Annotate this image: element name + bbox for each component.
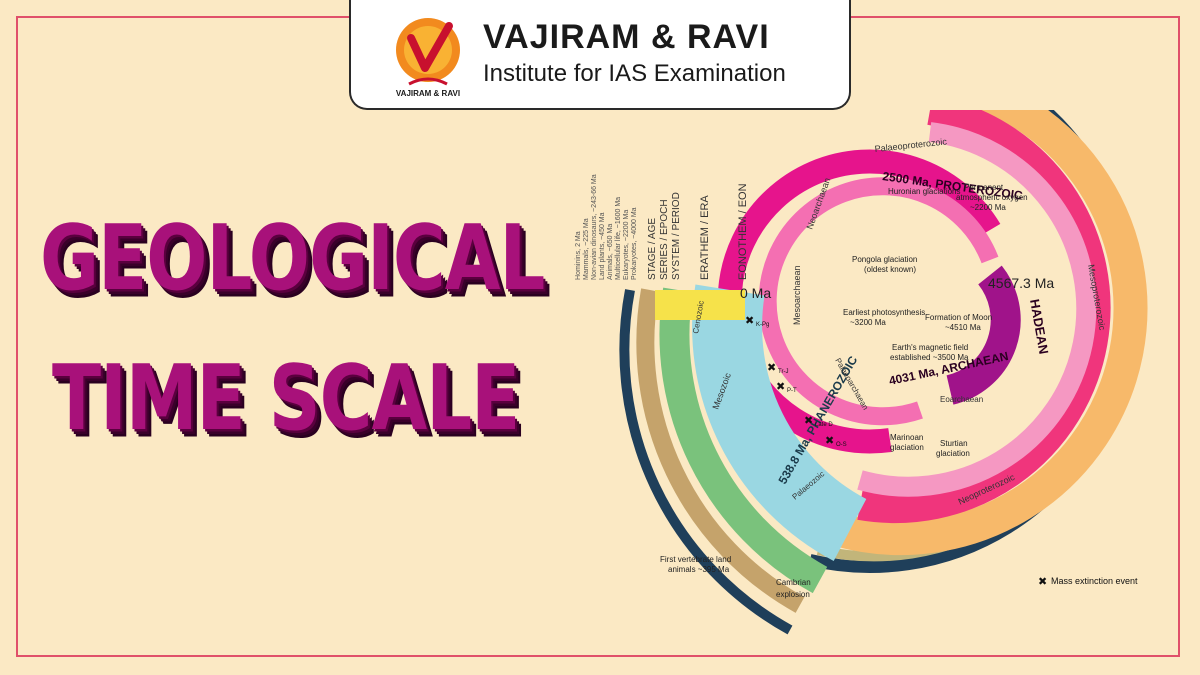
milestones: Hominins, 2 Ma Mammals, ~225 Ma Non-avia… <box>575 174 638 280</box>
milestone-label: Multicellular life, ~1600 Ma <box>615 197 622 280</box>
event-oxygen-1: Permanent <box>964 183 1004 192</box>
proterozoic-band <box>835 110 1148 556</box>
event-pongola-2: (oldest known) <box>864 265 916 274</box>
event-cambrian-2: explosion <box>776 590 810 599</box>
event-pongola-1: Pongola glaciation <box>852 255 917 264</box>
main-title-line-1: GEOLOGICAL <box>40 205 545 310</box>
event-vertebrate-2: animals ~395 Ma <box>668 565 730 574</box>
milestone-label: Animals, ~650 Ma <box>607 224 614 280</box>
extinction-marker-icon: ✖ <box>825 435 834 447</box>
event-photo-2: ~3200 Ma <box>850 318 886 327</box>
event-photo-1: Earliest photosynthesis <box>843 308 925 317</box>
brand-logo-icon: VAJIRAM & RAVI <box>396 18 460 98</box>
start-ma-label: 4567.3 Ma <box>988 275 1054 291</box>
event-magnet-2: established ~3500 Ma <box>890 353 969 362</box>
extinction-label: Late D <box>815 422 833 428</box>
event-huronian: Huronian glaciations <box>888 187 961 196</box>
column-headers: STAGE / AGE SERIES / EPOCH SYSTEM / PERI… <box>647 183 749 280</box>
era-eoarchaean: Eoarchaean <box>940 395 983 404</box>
event-vertebrate-1: First vertebrate land <box>660 555 731 564</box>
milestone-label: Non-avian dinosaurs, ~243-66 Ma <box>591 174 598 280</box>
extinction-label: K-Pg <box>756 322 769 328</box>
extinction-label: Tr-J <box>778 369 788 375</box>
legend: ✖ Mass extinction event <box>1038 576 1138 588</box>
event-moon-2: ~4510 Ma <box>945 323 981 332</box>
era-mesoarchaean: Mesoarchaean <box>792 265 802 325</box>
extinction-label: P-T <box>787 388 797 394</box>
milestone-label: Land plants, ~450 Ma <box>599 212 606 280</box>
archaean-band <box>717 149 1001 454</box>
header-eon: EONOTHEM / EON <box>737 183 749 280</box>
event-oxygen-2: atmospheric oxygen <box>956 193 1028 202</box>
event-oxygen-3: ~2200 Ma <box>970 203 1006 212</box>
hadean-band <box>946 265 1021 405</box>
zero-ma-label: 0 Ma <box>740 285 771 301</box>
milestone-label: Hominins, 2 Ma <box>575 231 582 280</box>
main-title-line-2: TIME SCALE <box>52 345 520 450</box>
event-labels: Huronian glaciations Permanent atmospher… <box>660 183 1028 599</box>
brand-tagline: Institute for IAS Examination <box>483 60 786 87</box>
phanerozoic-band <box>619 284 867 635</box>
brand-mark-text: VAJIRAM & RAVI <box>396 89 460 98</box>
event-magnet-1: Earth's magnetic field <box>892 343 968 352</box>
event-marinoan-1: Marinoan <box>890 433 923 442</box>
event-sturtian-1: Sturtian <box>940 439 968 448</box>
header-era: ERATHEM / ERA <box>699 195 711 280</box>
header-stage: STAGE / AGE <box>647 218 658 280</box>
milestone-label: Eukaryotes, ~2200 Ma <box>623 210 630 280</box>
legend-mass-extinction-icon: ✖ <box>1038 576 1047 588</box>
era-palaeoproterozoic: Palaeoproterozoic <box>874 136 948 154</box>
milestone-label: Mammals, ~225 Ma <box>583 218 590 280</box>
event-cambrian-1: Cambrian <box>776 578 811 587</box>
extinction-markers: ✖ K-Pg ✖ Tr-J ✖ P-T ✖ Late D ✖ O-S <box>745 315 847 448</box>
extinction-marker-icon: ✖ <box>804 415 813 427</box>
milestone-label: Prokaryotes, ~4000 Ma <box>631 207 638 280</box>
brand-header: VAJIRAM & RAVI VAJIRAM & RAVI Institute … <box>349 0 851 110</box>
event-marinoan-2: glaciation <box>890 443 924 452</box>
event-sturtian-2: glaciation <box>936 449 970 458</box>
cenozoic-block <box>655 290 745 320</box>
geological-spiral-diagram: STAGE / AGE SERIES / EPOCH SYSTEM / PERI… <box>575 110 1148 635</box>
hadean-label: HADEAN <box>1027 298 1051 355</box>
header-series: SERIES / EPOCH <box>659 199 670 280</box>
brand-name: VAJIRAM & RAVI <box>483 18 770 56</box>
extinction-marker-icon: ✖ <box>767 362 776 374</box>
event-moon-1: Formation of Moon <box>925 313 992 322</box>
extinction-label: O-S <box>836 442 847 448</box>
extinction-marker-icon: ✖ <box>776 381 785 393</box>
extinction-marker-icon: ✖ <box>745 315 754 327</box>
legend-label: Mass extinction event <box>1051 576 1138 586</box>
header-system: SYSTEM / PERIOD <box>671 192 682 280</box>
